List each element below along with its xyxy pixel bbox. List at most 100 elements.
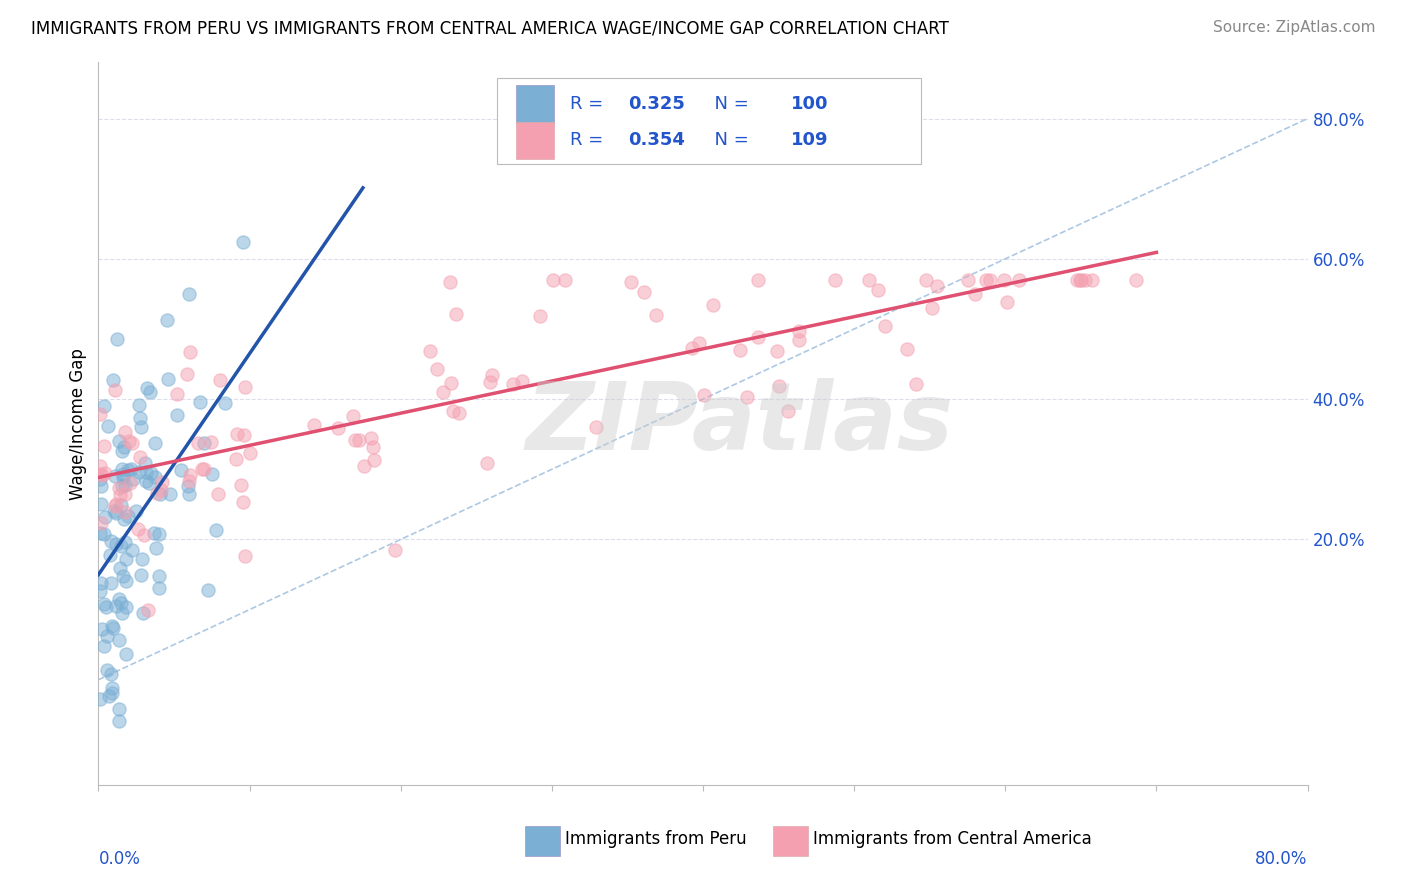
Point: [128, 465, 150, 479]
Point: [142, 525, 165, 540]
Point: [143, 435, 166, 450]
Point: [111, 462, 134, 476]
Point: [554, 273, 576, 287]
Point: [145, 541, 167, 556]
Point: [233, 549, 256, 564]
Point: [148, 582, 170, 596]
Point: [104, 383, 127, 397]
Point: [681, 341, 703, 355]
Point: [104, 599, 127, 613]
Point: [179, 468, 201, 483]
Point: [96, 629, 118, 643]
Point: [363, 453, 385, 467]
Point: [974, 273, 997, 287]
Point: [1069, 273, 1091, 287]
Point: [101, 681, 124, 695]
Point: [179, 345, 201, 359]
Point: [138, 476, 160, 491]
Point: [502, 377, 524, 392]
Point: [148, 568, 170, 582]
Point: [688, 336, 710, 351]
Point: [111, 443, 134, 458]
Text: Immigrants from Central America: Immigrants from Central America: [813, 830, 1092, 848]
Point: [432, 385, 454, 400]
Point: [129, 411, 152, 425]
Point: [96, 663, 118, 677]
Point: [730, 343, 752, 357]
Point: [114, 477, 136, 491]
Point: [353, 459, 375, 474]
Point: [149, 487, 172, 501]
Point: [125, 504, 148, 518]
Point: [104, 499, 127, 513]
Point: [419, 343, 441, 358]
Point: [136, 602, 159, 616]
Point: [702, 298, 724, 312]
Point: [439, 275, 461, 289]
Point: [858, 273, 880, 287]
Point: [957, 273, 980, 287]
Text: Source: ZipAtlas.com: Source: ZipAtlas.com: [1212, 20, 1375, 35]
Point: [139, 467, 162, 481]
Point: [114, 425, 136, 440]
Point: [138, 385, 160, 400]
Point: [778, 404, 800, 418]
Point: [735, 390, 758, 404]
Point: [868, 283, 890, 297]
Point: [117, 508, 139, 523]
Text: ZIPatlas: ZIPatlas: [526, 377, 953, 470]
Point: [177, 287, 200, 301]
Point: [107, 592, 129, 607]
Point: [94, 466, 117, 480]
Text: 0.354: 0.354: [628, 131, 685, 150]
Point: [444, 307, 467, 321]
Point: [89, 407, 111, 421]
Point: [89, 472, 111, 486]
Point: [103, 504, 125, 518]
Text: 100: 100: [792, 95, 828, 112]
Point: [104, 469, 127, 483]
Point: [108, 702, 131, 716]
Point: [111, 467, 134, 481]
Point: [529, 309, 551, 323]
Point: [104, 506, 127, 520]
Point: [91, 622, 114, 636]
Point: [200, 435, 222, 450]
FancyBboxPatch shape: [516, 85, 554, 122]
Point: [302, 418, 325, 433]
Point: [1074, 273, 1097, 287]
Point: [110, 498, 132, 512]
Point: [927, 278, 949, 293]
Point: [170, 463, 193, 477]
Point: [89, 458, 111, 473]
Point: [347, 433, 370, 447]
Point: [90, 496, 112, 510]
Point: [100, 666, 122, 681]
Point: [441, 404, 464, 418]
Text: R =: R =: [569, 95, 609, 112]
Point: [112, 512, 135, 526]
Point: [107, 434, 129, 449]
Point: [93, 439, 115, 453]
Point: [343, 433, 366, 447]
Point: [127, 523, 149, 537]
Point: [233, 428, 256, 442]
Point: [645, 308, 668, 322]
Point: [824, 273, 846, 287]
Point: [1125, 273, 1147, 287]
Point: [360, 431, 382, 445]
Point: [239, 445, 262, 459]
Point: [110, 561, 132, 575]
Text: N =: N =: [703, 95, 755, 112]
Point: [134, 456, 156, 470]
Text: IMMIGRANTS FROM PERU VS IMMIGRANTS FROM CENTRAL AMERICA WAGE/INCOME GAP CORRELAT: IMMIGRANTS FROM PERU VS IMMIGRANTS FROM …: [31, 20, 949, 37]
Point: [128, 398, 150, 412]
Text: Immigrants from Peru: Immigrants from Peru: [565, 830, 747, 848]
Point: [90, 575, 112, 590]
Point: [89, 525, 111, 540]
Point: [207, 487, 229, 501]
Point: [156, 313, 179, 327]
Point: [193, 462, 215, 476]
Point: [132, 606, 155, 620]
Point: [510, 374, 533, 388]
